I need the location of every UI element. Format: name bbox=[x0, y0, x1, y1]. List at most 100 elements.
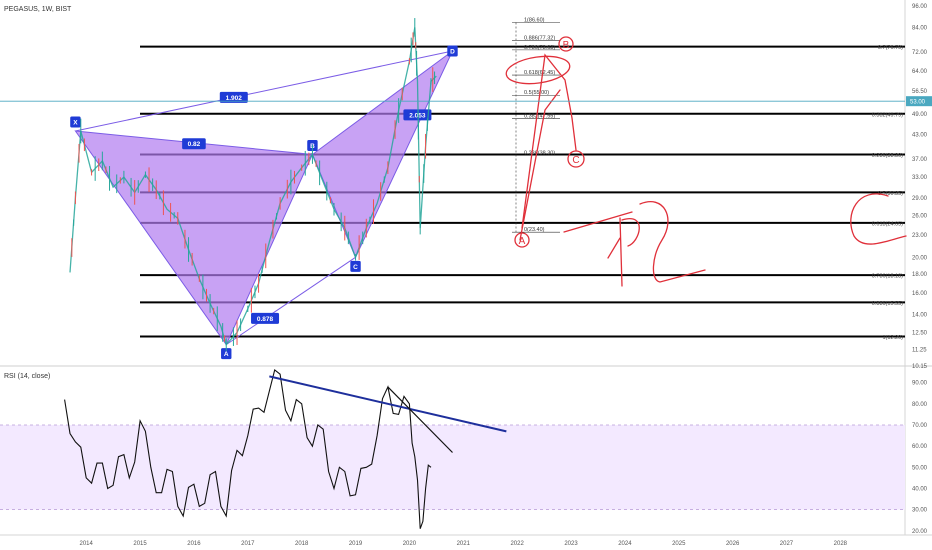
time-tick-label: 2027 bbox=[780, 541, 794, 547]
rsi-tick-label: 30.00 bbox=[912, 508, 928, 514]
fib-level-label: 1(86.60) bbox=[524, 18, 545, 24]
ink-label-c: C bbox=[572, 155, 579, 166]
time-tick-label: 2017 bbox=[241, 541, 255, 547]
horizontal-level-label: 0.786(18.18) bbox=[872, 274, 903, 280]
point-label-x-box[interactable] bbox=[70, 116, 81, 128]
price-tick-label: 33.00 bbox=[912, 175, 928, 181]
price-tick-label: 14.00 bbox=[912, 312, 928, 318]
horizontal-level-label: 0.382(49.79) bbox=[872, 112, 903, 118]
time-tick-label: 2022 bbox=[510, 541, 524, 547]
fib-level-label: 0.5(55.00) bbox=[524, 90, 549, 96]
price-tick-label: 29.00 bbox=[912, 196, 928, 202]
handwritten-annotations[interactable]: B C A bbox=[505, 36, 907, 287]
rsi-tick-label: 50.00 bbox=[912, 465, 928, 471]
time-tick-label: 2026 bbox=[726, 541, 740, 547]
fib-level-label: 0.886(77.32) bbox=[524, 35, 555, 41]
price-tick-label: 37.00 bbox=[912, 157, 928, 163]
time-tick-label: 2024 bbox=[618, 541, 632, 547]
ink-projection-path-2[interactable] bbox=[519, 89, 561, 241]
point-label-d-box[interactable] bbox=[447, 45, 458, 57]
point-label-x: X bbox=[73, 119, 78, 126]
time-tick-label: 2025 bbox=[672, 541, 686, 547]
ink-scribble-c[interactable] bbox=[850, 193, 907, 245]
price-tick-label: 18.00 bbox=[912, 272, 928, 278]
rsi-trendline[interactable] bbox=[387, 386, 453, 453]
ratio-label-bd-box[interactable] bbox=[403, 109, 432, 121]
fib-level-label: 0(23.40) bbox=[524, 227, 545, 233]
ratio-label-xd-box[interactable] bbox=[219, 91, 248, 103]
price-tick-label: 84.00 bbox=[912, 25, 928, 31]
pattern-ac-line[interactable] bbox=[225, 256, 356, 346]
rsi-tick-label: 60.00 bbox=[912, 444, 928, 450]
ratio-label-xb: 0.82 bbox=[188, 141, 201, 148]
time-tick-label: 2028 bbox=[834, 541, 848, 547]
ink-circle-b[interactable] bbox=[558, 36, 574, 52]
fib-level-label: 0.618(62.45) bbox=[524, 70, 555, 76]
rsi-tick-label: 90.00 bbox=[912, 381, 928, 387]
fib-level-label: 0.236(38.30) bbox=[524, 150, 555, 156]
time-tick-label: 2014 bbox=[80, 541, 94, 547]
current-price-label: 53.00 bbox=[910, 100, 926, 106]
price-tick-label: 11.25 bbox=[912, 348, 927, 354]
rsi-trendline[interactable] bbox=[269, 375, 507, 433]
ink-circle-c[interactable] bbox=[567, 150, 585, 168]
ink-ellipse-fib[interactable] bbox=[505, 53, 572, 88]
price-tick-label: 23.00 bbox=[912, 233, 928, 239]
point-label-d: D bbox=[450, 48, 455, 55]
price-tick-label: 64.00 bbox=[912, 69, 928, 75]
rsi-tick-label: 40.00 bbox=[912, 486, 928, 492]
time-axis-labels[interactable]: 2014 2015 2016 2017 2018 2019 2020 2021 2022 2023… bbox=[80, 541, 848, 547]
rsi-tick-label: 70.00 bbox=[912, 423, 928, 429]
price-tick-label: 49.00 bbox=[912, 112, 928, 118]
rsi-pane[interactable]: 90.00 80.00 70.00 60.00 50.00 40.00 30.00 20.00 bbox=[0, 369, 928, 535]
time-tick-label: 2019 bbox=[349, 541, 363, 547]
price-series-line bbox=[69, 27, 437, 346]
ink-scribble-2[interactable] bbox=[639, 201, 706, 283]
price-series-group bbox=[69, 18, 437, 351]
point-label-c-box[interactable] bbox=[350, 260, 361, 272]
point-label-c: C bbox=[353, 264, 358, 271]
horizontal-level-label: 1(12.20) bbox=[883, 335, 904, 341]
horizontal-level-label: 0.236(38.30) bbox=[872, 153, 903, 159]
ink-projection-path[interactable] bbox=[521, 53, 577, 229]
fib-level-label: 0.382(47.55) bbox=[524, 114, 555, 120]
time-tick-label: 2021 bbox=[457, 541, 471, 547]
point-label-a-box[interactable] bbox=[221, 348, 232, 360]
time-tick-label: 2020 bbox=[403, 541, 417, 547]
current-price-badge bbox=[906, 96, 932, 107]
time-tick-label: 2023 bbox=[564, 541, 578, 547]
ratio-label-xb-box[interactable] bbox=[182, 138, 206, 150]
time-tick-label: 2015 bbox=[133, 541, 147, 547]
price-axis-labels[interactable]: 96.00 84.00 72.00 64.00 56.50 49.00 43.00 37.00… bbox=[0, 4, 932, 370]
price-tick-label: 56.50 bbox=[912, 89, 928, 95]
time-tick-label: 2018 bbox=[295, 541, 309, 547]
price-tick-label: 16.00 bbox=[912, 291, 928, 297]
rsi-band bbox=[0, 425, 905, 510]
rsi-tick-label: 80.00 bbox=[912, 402, 928, 408]
ratio-label-xd: 1.902 bbox=[226, 95, 243, 102]
price-tick-label: 20.00 bbox=[912, 255, 928, 261]
rsi-title: RSI (14, close) bbox=[4, 373, 50, 380]
horizontal-level-label: 0.886(15.55) bbox=[872, 301, 903, 307]
ink-label-a: A bbox=[519, 236, 526, 247]
ink-scribble-t[interactable] bbox=[563, 211, 640, 287]
price-tick-label: 26.00 bbox=[912, 213, 928, 219]
price-tick-label: 12.50 bbox=[912, 331, 928, 337]
price-tick-label: 96.00 bbox=[912, 4, 928, 10]
horizontal-level-label: 0.7(76.79) bbox=[878, 45, 903, 51]
price-tick-label: 72.00 bbox=[912, 50, 928, 56]
fib-retracement[interactable]: 1(86.60) 0.886(77.32) 0.786(73.63) 0.618(62… bbox=[512, 18, 560, 234]
point-label-a: A bbox=[224, 351, 229, 358]
horizontal-level-label: 0.5(30.35) bbox=[878, 191, 903, 197]
price-tick-label: 43.00 bbox=[912, 133, 928, 139]
time-tick-label: 2016 bbox=[187, 541, 201, 547]
ratio-label-ac-box[interactable] bbox=[251, 312, 280, 324]
ratio-label-ac: 0.878 bbox=[257, 316, 274, 323]
price-tick-label: 10.15 bbox=[912, 364, 928, 370]
fib-level-label: 0.786(73.63) bbox=[524, 45, 555, 51]
pattern-xd-line[interactable] bbox=[75, 50, 453, 132]
horizontal-level-label: 0.618(24.65) bbox=[872, 221, 903, 227]
ink-label-b: B bbox=[563, 40, 570, 51]
rsi-tick-label: 20.00 bbox=[912, 529, 928, 535]
